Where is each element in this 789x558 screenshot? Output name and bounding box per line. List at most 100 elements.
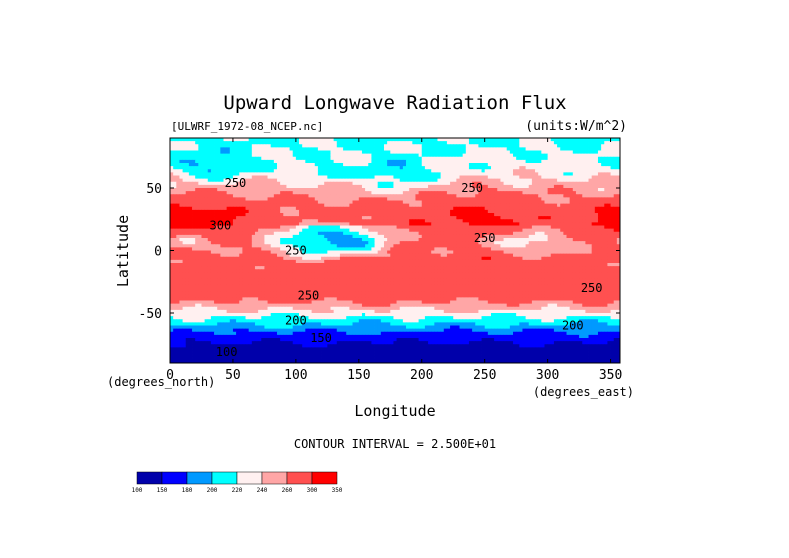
heatmap-cell	[383, 191, 388, 195]
heatmap-cell	[465, 178, 470, 183]
heatmap-cell	[336, 191, 341, 195]
heatmap-cell	[541, 181, 545, 186]
heatmap-cell	[443, 203, 448, 208]
heatmap-cell	[443, 244, 448, 248]
heatmap-cell	[541, 166, 545, 170]
heatmap-cell	[314, 159, 319, 164]
heatmap-cell	[254, 178, 259, 183]
heatmap-cell	[399, 159, 404, 164]
heatmap-cell	[569, 225, 574, 230]
heatmap-cell	[513, 200, 517, 205]
heatmap-cell	[343, 188, 347, 192]
heatmap-cell	[406, 216, 410, 220]
heatmap-cell	[214, 194, 218, 198]
heatmap-cell	[377, 175, 382, 180]
heatmap-cell	[472, 200, 476, 205]
heatmap-cell	[597, 203, 602, 208]
heatmap-cell	[613, 200, 618, 205]
heatmap-cell	[217, 225, 221, 230]
heatmap-cell	[541, 144, 545, 148]
heatmap-cell	[437, 188, 442, 192]
heatmap-cell	[210, 228, 215, 233]
heatmap-cell	[560, 200, 564, 205]
heatmap-cell	[506, 191, 511, 195]
heatmap-cell	[390, 184, 394, 189]
heatmap-cell	[456, 166, 460, 170]
heatmap-cell	[528, 181, 533, 186]
heatmap-cell	[601, 184, 605, 189]
heatmap-cell	[317, 241, 322, 245]
heatmap-cell	[258, 219, 262, 223]
heatmap-cell	[513, 209, 517, 214]
heatmap-cell	[440, 147, 445, 151]
heatmap-cell	[607, 184, 611, 189]
heatmap-cell	[591, 184, 596, 189]
heatmap-cell	[390, 191, 394, 195]
heatmap-cell	[229, 234, 234, 239]
heatmap-cell	[494, 194, 498, 198]
heatmap-cell	[299, 141, 303, 145]
heatmap-cell	[572, 200, 577, 205]
heatmap-cell	[204, 188, 209, 192]
heatmap-cell	[528, 184, 533, 189]
heatmap-cell	[519, 191, 523, 195]
heatmap-cell	[383, 184, 388, 189]
heatmap-cell	[333, 191, 338, 195]
heatmap-cell	[421, 153, 426, 158]
heatmap-cell	[223, 144, 228, 148]
heatmap-cell	[333, 147, 338, 151]
heatmap-cell	[500, 169, 504, 173]
heatmap-cell	[245, 234, 250, 239]
heatmap-cell	[616, 150, 621, 155]
heatmap-cell	[368, 213, 372, 217]
heatmap-cell	[289, 150, 294, 155]
heatmap-cell	[431, 231, 435, 236]
heatmap-cell	[465, 156, 470, 161]
heatmap-cell	[497, 178, 501, 183]
heatmap-cell	[440, 156, 445, 161]
heatmap-cell	[333, 213, 338, 217]
heatmap-cell	[500, 209, 504, 214]
heatmap-cell	[283, 184, 287, 189]
heatmap-cell	[239, 222, 243, 226]
heatmap-cell	[273, 238, 278, 242]
heatmap-cell	[585, 244, 589, 248]
heatmap-cell	[531, 216, 536, 220]
heatmap-cell	[261, 175, 265, 180]
heatmap-cell	[506, 181, 511, 186]
heatmap-cell	[490, 156, 495, 161]
heatmap-cell	[223, 166, 228, 170]
heatmap-cell	[579, 213, 583, 217]
heatmap-cell	[421, 172, 426, 176]
heatmap-cell	[254, 163, 259, 167]
heatmap-cell	[229, 144, 234, 148]
heatmap-cell	[173, 166, 177, 170]
heatmap-cell	[176, 153, 180, 158]
heatmap-cell	[594, 206, 599, 211]
heatmap-cell	[173, 213, 177, 217]
heatmap-cell	[393, 156, 397, 161]
heatmap-cell	[258, 175, 262, 180]
heatmap-cell	[494, 178, 498, 183]
heatmap-cell	[497, 203, 501, 208]
heatmap-cell	[506, 175, 511, 180]
heatmap-cell	[371, 178, 375, 183]
heatmap-cell	[406, 150, 410, 155]
heatmap-cell	[327, 219, 331, 223]
heatmap-cell	[355, 166, 360, 170]
heatmap-cell	[283, 181, 287, 186]
heatmap-cell	[575, 206, 580, 211]
heatmap-cell	[346, 184, 350, 189]
heatmap-cell	[610, 138, 615, 142]
heatmap-cell	[597, 191, 602, 195]
heatmap-cell	[572, 231, 577, 236]
heatmap-cell	[437, 169, 442, 173]
heatmap-cell	[412, 222, 416, 226]
heatmap-cell	[494, 138, 498, 142]
heatmap-cell	[308, 234, 313, 239]
heatmap-cell	[528, 153, 533, 158]
heatmap-cell	[330, 216, 335, 220]
heatmap-cell	[182, 209, 187, 214]
heatmap-cell	[610, 241, 615, 245]
heatmap-cell	[242, 138, 246, 142]
